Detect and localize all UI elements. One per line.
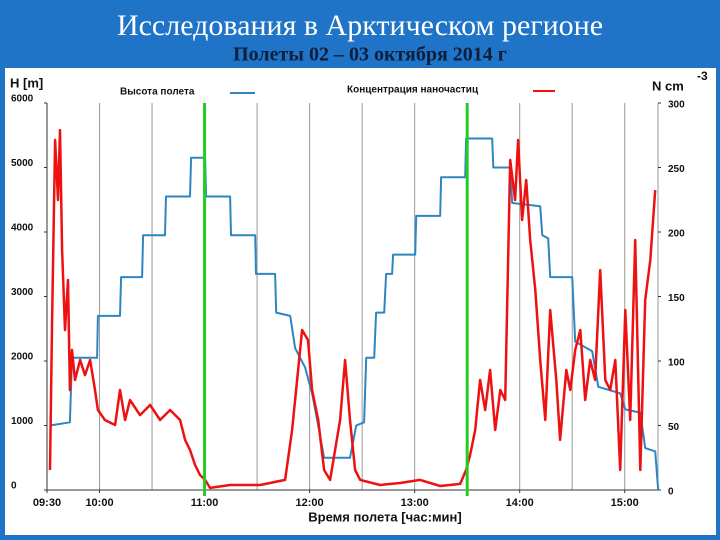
y2-tick-label: 300 [668,100,685,111]
y2-tick-label: 50 [668,422,680,433]
y-axis-label: H [m] [10,75,43,90]
y-tick-label: 0 [11,481,17,492]
x-tick-label: 15:00 [611,497,639,509]
y-tick-label: 6000 [11,94,34,105]
y2-axis-label-sup: -3 [697,69,708,83]
y2-axis-label: N cm [652,78,684,93]
y2-tick-label: 200 [668,229,685,240]
x-tick-label: 09:30 [33,497,61,509]
y2-tick-label: 150 [668,293,685,304]
chart-panel [5,68,716,535]
y-tick-label: 4000 [11,223,34,234]
x-tick-label: 10:00 [85,497,113,509]
x-tick-label: 12:00 [296,497,324,509]
series-line [49,137,660,491]
slide-subtitle: Полеты 02 – 03 октября 2014 г [233,44,507,66]
series-line [48,128,657,490]
x-tick-label: 11:00 [191,497,219,509]
legend-label: Концентрация наночастиц [347,85,479,96]
slide-title: Исследования в Арктическом регионе [117,9,603,42]
legend-label: Высота полета [120,87,195,98]
y2-tick-label: 250 [668,164,685,175]
y2-tick-label: 0 [668,487,674,498]
y-tick-label: 3000 [11,287,34,298]
y-tick-label: 2000 [11,352,34,363]
x-tick-label: 13:00 [401,497,429,509]
x-tick-label: 14:00 [506,497,534,509]
y2-tick-label: 100 [668,358,685,369]
x-axis-label: Время полета [час:мин] [308,509,461,524]
y-tick-label: 1000 [11,416,34,427]
y-tick-label: 5000 [11,158,34,169]
